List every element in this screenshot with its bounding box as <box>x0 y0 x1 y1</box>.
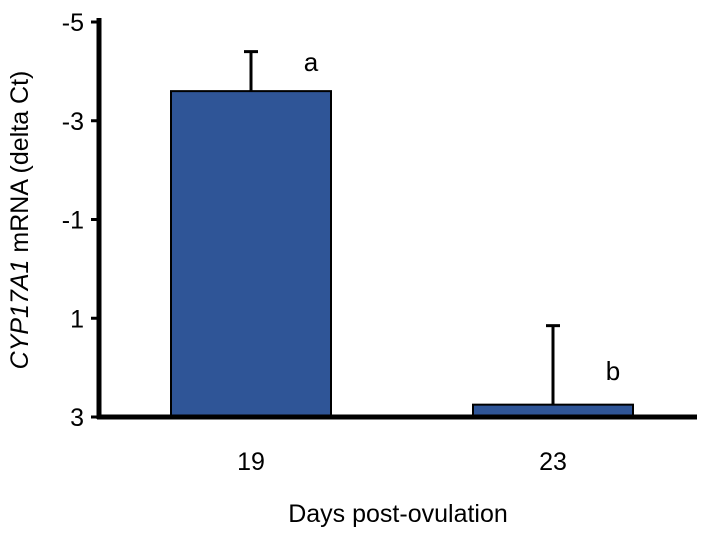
bars <box>170 90 634 418</box>
significance-letter-day-19: a <box>304 47 319 77</box>
y-axis-ticks: -5 -3 -1 1 3 <box>62 9 99 432</box>
bar-day-19 <box>170 90 332 418</box>
y-tick-label: 1 <box>70 305 84 333</box>
significance-labels: ab <box>304 47 620 386</box>
x-axis-tick-labels: 19 23 <box>237 448 567 476</box>
x-tick-label: 19 <box>237 448 265 476</box>
y-axis-title-rest: mRNA (delta Ct) <box>6 71 34 260</box>
y-tick-label: 3 <box>70 404 84 432</box>
significance-letter-day-23: b <box>606 356 620 386</box>
y-tick-label: -3 <box>62 108 84 136</box>
y-axis-title-gene: CYP17A1 <box>6 260 34 370</box>
y-tick-label: -1 <box>62 207 84 235</box>
y-tick-label: -5 <box>62 9 84 37</box>
x-axis-title: Days post-ovulation <box>288 500 508 528</box>
y-axis-title: CYP17A1 mRNA (delta Ct) <box>6 71 34 370</box>
x-tick-label: 23 <box>539 448 567 476</box>
error-bars <box>244 50 560 405</box>
